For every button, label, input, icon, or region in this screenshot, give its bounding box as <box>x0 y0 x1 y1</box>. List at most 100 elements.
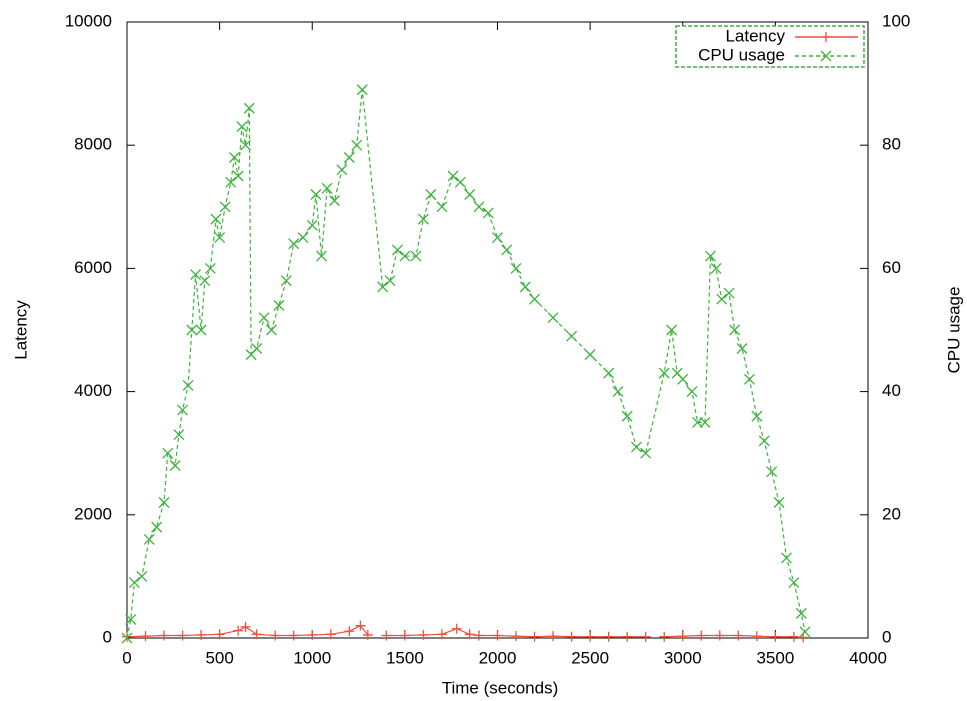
plus-marker <box>640 631 651 642</box>
cross-marker <box>186 324 198 336</box>
legend-label: CPU usage <box>698 45 785 64</box>
y2-tick-label: 0 <box>882 627 891 646</box>
cross-marker <box>677 373 689 385</box>
cross-marker <box>392 244 403 256</box>
x-tick-label: 0 <box>122 648 131 667</box>
cross-marker <box>225 176 237 188</box>
series-line <box>126 89 806 639</box>
cross-marker <box>788 577 800 589</box>
y-tick-label: 0 <box>103 627 112 646</box>
cross-marker <box>501 244 513 256</box>
cross-marker <box>199 275 211 287</box>
cross-marker <box>195 324 207 336</box>
cross-marker <box>243 102 255 114</box>
cross-marker <box>705 250 716 262</box>
plus-marker <box>325 629 336 640</box>
x-tick-label: 2500 <box>571 648 609 667</box>
y-tick-label: 2000 <box>74 504 112 523</box>
plus-marker <box>659 631 670 642</box>
plus-marker <box>381 630 392 641</box>
cross-marker <box>799 626 811 638</box>
plus-marker <box>451 623 462 634</box>
cross-marker <box>751 410 763 422</box>
cross-marker <box>758 435 770 447</box>
x-tick-label: 2000 <box>479 648 517 667</box>
y2-axis-title: CPU usage <box>944 287 963 374</box>
x-tick-label: 500 <box>205 648 233 667</box>
plus-marker <box>288 630 299 641</box>
cross-marker <box>321 182 333 194</box>
cross-marker <box>273 299 285 311</box>
cross-marker <box>219 201 231 213</box>
x-tick-label: 1500 <box>386 648 424 667</box>
y-tick-label: 10000 <box>65 11 112 30</box>
cross-marker <box>436 201 448 213</box>
x-axis-title: Time (seconds) <box>442 678 559 697</box>
cross-marker <box>482 207 494 219</box>
cross-marker <box>182 379 194 391</box>
cross-marker <box>297 232 309 244</box>
y-tick-label: 4000 <box>74 381 112 400</box>
plus-marker <box>140 631 151 642</box>
legend-marker <box>820 50 832 62</box>
cross-marker <box>640 447 652 459</box>
y2-tick-label: 20 <box>882 504 901 523</box>
plus-marker <box>696 630 707 641</box>
cross-marker <box>306 219 318 231</box>
plus-marker <box>603 631 614 642</box>
cross-marker <box>781 552 792 564</box>
cross-marker <box>699 416 711 428</box>
cross-marker <box>399 250 411 262</box>
plus-marker <box>788 631 799 642</box>
cross-marker <box>666 324 678 336</box>
x-tick-label: 1000 <box>293 648 331 667</box>
plus-marker <box>464 629 475 640</box>
cross-marker <box>519 281 531 293</box>
plus-marker <box>214 629 225 640</box>
plus-marker <box>418 629 429 640</box>
cross-marker <box>621 410 633 422</box>
cross-marker <box>125 614 137 625</box>
cross-marker <box>603 367 615 379</box>
cross-marker <box>258 312 270 324</box>
plus-marker <box>585 631 596 642</box>
plus-marker <box>159 630 170 641</box>
plus-marker <box>473 630 484 641</box>
y-axis-title: Latency <box>11 300 30 360</box>
cross-marker <box>329 195 340 207</box>
cross-marker <box>686 386 698 398</box>
x-tick-label: 3000 <box>664 648 702 667</box>
cross-marker <box>384 275 396 287</box>
cross-marker <box>316 250 327 262</box>
plus-marker <box>733 630 744 641</box>
x-tick-label: 4000 <box>849 648 887 667</box>
plus-marker <box>362 629 373 640</box>
cross-marker <box>612 386 624 398</box>
cross-marker <box>351 139 363 151</box>
plus-marker <box>177 630 188 641</box>
cross-marker <box>336 164 348 176</box>
cross-marker <box>454 176 466 188</box>
series-line <box>126 624 369 638</box>
cross-marker <box>210 213 222 225</box>
y2-tick-label: 80 <box>882 135 901 154</box>
cross-marker <box>492 232 503 244</box>
cross-marker <box>151 521 163 533</box>
cross-marker <box>630 441 642 453</box>
cross-marker <box>356 84 368 96</box>
cross-marker <box>773 497 785 508</box>
plus-marker <box>566 631 577 642</box>
cross-marker <box>417 213 429 225</box>
cross-marker <box>169 460 181 471</box>
cross-marker <box>280 275 292 287</box>
cross-marker <box>128 577 140 589</box>
plot-frame <box>126 21 869 639</box>
plus-marker <box>511 631 522 642</box>
plus-marker <box>240 621 251 632</box>
plus-marker <box>714 630 725 641</box>
y2-tick-label: 40 <box>882 381 901 400</box>
legend-label: Latency <box>725 26 785 45</box>
plus-marker <box>307 629 318 640</box>
cross-marker <box>795 607 807 619</box>
